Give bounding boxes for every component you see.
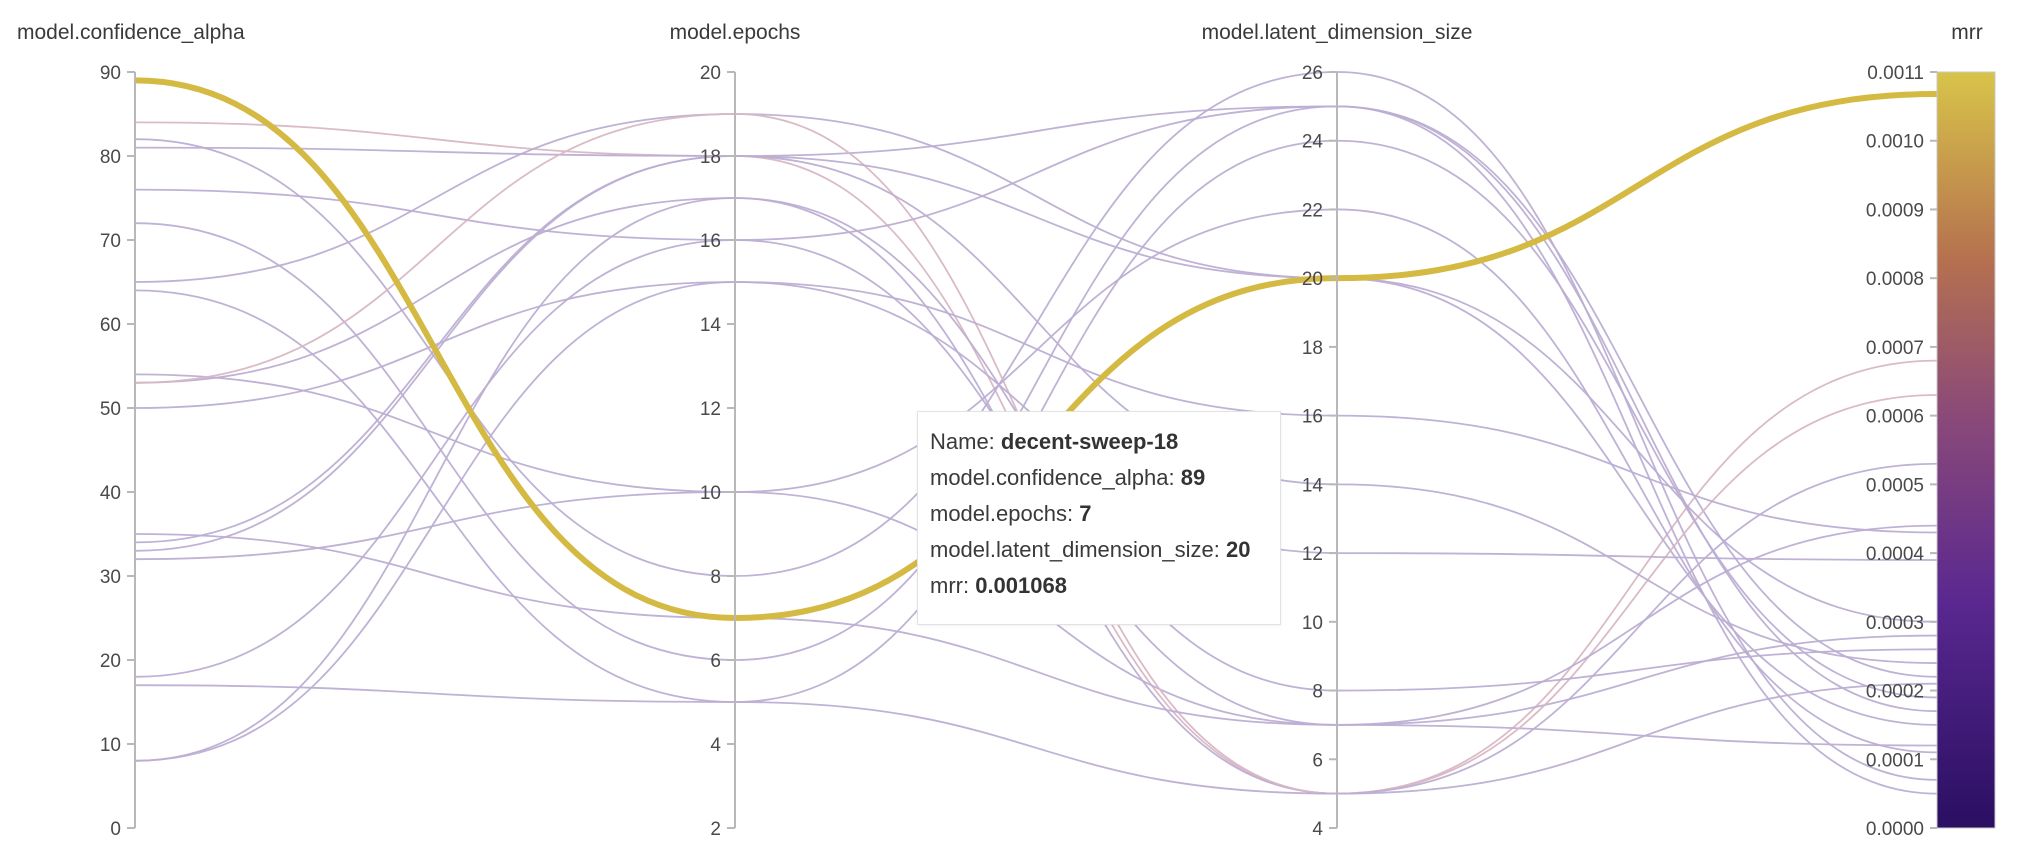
tick-label: 2 [710, 819, 721, 840]
tick-label: 14 [700, 315, 722, 336]
tick-label: 16 [1302, 407, 1323, 428]
tick-label: 16 [700, 231, 721, 252]
tooltip-name-value: decent-sweep-18 [1000, 429, 1179, 454]
tick-label: 30 [100, 567, 121, 588]
tick-label: 0.0005 [1866, 475, 1924, 496]
tooltip-epochs-value: 7 [1079, 501, 1092, 526]
tick-label: 0.0011 [1867, 63, 1924, 84]
tooltip-alpha-row: model.confidence_alpha: 89 [930, 460, 1268, 496]
tooltip-latent-row: model.latent_dimension_size: 20 [930, 532, 1268, 568]
tick-label: 18 [1302, 338, 1323, 359]
axis-model-epochs: 2 4 6 8 10 12 14 16 18 20 model.epochs [670, 21, 801, 840]
axis-title: model.epochs [670, 21, 801, 44]
run-line[interactable] [134, 155, 1938, 664]
run-line[interactable] [134, 105, 1938, 678]
tooltip-mrr-label: mrr: [930, 573, 976, 598]
axis-title: model.confidence_alpha [17, 21, 245, 44]
axes: 0 10 20 30 40 50 60 70 80 90 model.confidence_alph… [17, 21, 1983, 840]
tick-label: 0.0010 [1866, 132, 1924, 153]
tick-label: 0.0008 [1866, 269, 1924, 290]
tooltip-epochs-row: model.epochs: 7 [930, 496, 1268, 532]
tooltip-alpha-label: model.confidence_alpha: [930, 465, 1181, 490]
tick-label: 20 [100, 651, 121, 672]
tick-label: 6 [710, 651, 721, 672]
tick-label: 10 [700, 483, 721, 504]
tick-label: 6 [1312, 750, 1323, 771]
tooltip-mrr-value: 0.001068 [975, 573, 1067, 598]
tooltip-latent-value: 20 [1225, 537, 1251, 562]
run-line[interactable] [134, 139, 1938, 703]
tick-label: 22 [1302, 200, 1323, 221]
tick-label: 10 [100, 735, 121, 756]
tooltip-mrr-row: mrr: 0.001068 [930, 568, 1268, 604]
run-line[interactable] [134, 208, 1938, 754]
run-line[interactable] [134, 105, 1938, 795]
tick-label: 0.0006 [1866, 407, 1924, 428]
tick-label: 14 [1302, 475, 1324, 496]
tick-label: 8 [710, 567, 721, 588]
run-tooltip: Name: decent-sweep-18 model.confidence_a… [917, 411, 1281, 625]
axis-model-confidence-alpha: 0 10 20 30 40 50 60 70 80 90 model.confidence_alph… [17, 21, 245, 840]
tick-label: 12 [700, 399, 721, 420]
run-line[interactable] [134, 281, 1938, 561]
tick-label: 80 [100, 147, 121, 168]
run-line[interactable] [134, 155, 1938, 623]
tick-label: 0.0004 [1866, 544, 1925, 565]
tick-label: 70 [100, 231, 121, 252]
tick-label: 0 [110, 819, 121, 840]
tooltip-name-label: Name: [930, 429, 1001, 454]
tick-label: 0.0009 [1866, 200, 1924, 221]
tick-label: 0.0000 [1866, 819, 1924, 840]
tick-label: 60 [100, 315, 121, 336]
tick-label: 50 [100, 399, 121, 420]
tick-label: 0.0007 [1866, 338, 1924, 359]
tick-label: 90 [100, 63, 121, 84]
axis-title: model.latent_dimension_size [1202, 21, 1473, 44]
run-line[interactable] [134, 113, 1938, 726]
run-line[interactable] [134, 462, 1938, 795]
tick-label: 40 [100, 483, 121, 504]
tick-label: 4 [710, 735, 721, 756]
tick-label: 26 [1302, 63, 1323, 84]
tick-label: 4 [1312, 819, 1323, 840]
axis-mrr: 0.0000 0.0001 0.0002 0.0003 0.0004 0.0005 0.00… [1866, 21, 1983, 840]
tooltip-latent-label: model.latent_dimension_size: [930, 537, 1226, 562]
run-line[interactable] [134, 281, 1938, 762]
tooltip-alpha-value: 89 [1180, 465, 1206, 490]
tooltip-name-row: Name: decent-sweep-18 [930, 424, 1268, 460]
tick-label: 0.0002 [1866, 682, 1924, 703]
run-line[interactable] [134, 197, 1938, 762]
run-lines [134, 71, 1938, 795]
tick-label: 0.0003 [1866, 613, 1924, 634]
tick-label: 20 [1302, 269, 1323, 290]
mrr-colorbar [1936, 71, 1996, 829]
axis-title: mrr [1951, 21, 1982, 44]
axis-model-latent-dimension-size: 4 6 8 10 12 14 16 18 20 22 24 26 model.latent_dimens… [1202, 21, 1473, 840]
run-line[interactable] [134, 105, 1938, 713]
tick-label: 20 [700, 63, 721, 84]
tick-label: 10 [1302, 613, 1323, 634]
tick-label: 0.0001 [1866, 750, 1924, 771]
tooltip-epochs-label: model.epochs: [930, 501, 1080, 526]
tick-label: 24 [1302, 132, 1324, 153]
tick-label: 18 [700, 147, 721, 168]
tick-label: 8 [1312, 682, 1323, 703]
tick-label: 12 [1302, 544, 1323, 565]
